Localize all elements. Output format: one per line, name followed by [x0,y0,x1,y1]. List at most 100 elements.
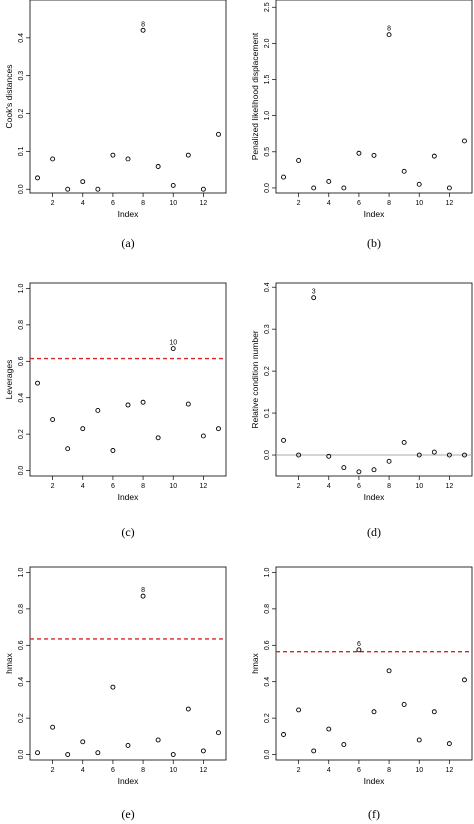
chart-panel-5: 2 4 6 8 10 12 0.0 0.2 0.4 0.6 0.8 1.0 Index hmax 8 (e) [4,566,227,821]
panel-caption: (d) [367,525,381,539]
panel-caption: (e) [121,807,134,821]
data-point [296,452,302,458]
data-point [431,153,437,159]
x-tick-label: 8 [387,200,391,207]
panel-caption: (a) [121,236,134,250]
data-point [371,152,377,158]
y-tick-label: 0.1 [264,408,271,418]
y-axis-label: Cook's distances [4,65,14,129]
y-axis-label: hmax [4,652,14,674]
x-tick-label: 10 [169,200,177,207]
y-tick-label: 0.3 [264,324,271,334]
y-tick-label: 1.0 [18,567,25,577]
data-point [356,469,362,475]
y-tick-label: 0.0 [264,450,271,460]
y-tick-label: 0.2 [18,713,25,723]
data-point [155,435,161,441]
x-tick-label: 4 [81,200,85,207]
data-point [95,408,101,413]
y-tick-label: 0.0 [18,466,25,476]
data-point [155,737,161,743]
data-point [446,741,452,747]
data-point [216,131,221,137]
y-tick-label: 1.0 [264,567,271,577]
data-point [401,439,407,445]
y-tick-label: 0.3 [18,71,25,81]
y-tick-label: 0.2 [264,713,271,723]
point-label: 6 [357,641,361,648]
y-tick-label: 0.8 [264,604,271,614]
data-point [371,709,377,715]
x-tick-label: 10 [169,767,177,774]
chart-panel-4: 2 4 6 8 10 12 0.0 0.1 0.2 0.3 0.4 Index Relative con… [250,282,473,539]
data-point [35,175,40,181]
x-tick-label: 6 [357,200,361,207]
plot-frame [29,0,227,194]
data-point [386,668,392,674]
data-point [200,186,206,192]
data-point [281,732,286,737]
y-tick-label: 0.6 [18,640,25,650]
x-tick-label: 12 [445,200,453,207]
data-point [80,426,86,432]
y-tick-label: 0.4 [264,677,271,687]
data-point [341,465,347,471]
x-tick-label: 8 [141,483,145,490]
x-axis-label: Index [364,492,386,502]
data-point [296,158,302,163]
data-point [371,467,377,473]
panel-caption: (c) [121,525,134,539]
x-tick-label: 4 [327,200,331,207]
x-tick-label: 12 [199,767,207,774]
y-tick-label: 1.0 [18,283,25,293]
data-point [170,346,176,351]
x-axis-label: Index [118,776,140,786]
data-point [125,402,131,408]
plot-frame [29,282,227,477]
point-label: 8 [141,587,145,594]
y-tick-label: 1.5 [264,75,271,85]
data-point [155,164,161,169]
y-tick-label: 2.5 [264,2,271,12]
data-point [170,182,176,188]
x-tick-label: 2 [297,200,301,207]
data-point [326,726,332,732]
y-axis-label: Leverages [4,360,14,400]
data-point [386,458,392,464]
x-tick-label: 6 [357,767,361,774]
y-tick-label: 0.4 [18,33,25,43]
x-tick-label: 6 [357,483,361,490]
data-point [462,138,467,144]
x-tick-label: 10 [169,483,177,490]
x-tick-label: 6 [111,767,115,774]
y-tick-label: 0.4 [18,677,25,687]
data-point [110,152,116,158]
data-point [341,742,347,747]
x-tick-label: 4 [327,483,331,490]
data-point [401,702,407,707]
data-point [125,156,131,162]
data-point [200,433,206,439]
y-tick-label: 2.0 [264,38,271,48]
x-axis-label: Index [118,209,140,219]
data-point [281,174,286,180]
data-point [35,380,40,386]
x-axis-label: Index [118,492,140,502]
data-point [140,399,146,405]
data-point [95,186,101,192]
x-tick-label: 10 [415,767,423,774]
data-point [416,452,422,458]
data-point [185,152,191,158]
point-label: 8 [141,21,145,28]
x-tick-label: 2 [297,483,301,490]
data-point [95,750,101,756]
y-tick-label: 0.8 [18,320,25,330]
data-point [35,750,40,756]
data-point [185,401,191,407]
y-axis-label: Relative condition number [250,330,260,428]
data-point [140,593,146,599]
plot-frame [275,0,473,194]
data-point [416,181,422,187]
data-point [401,168,407,174]
